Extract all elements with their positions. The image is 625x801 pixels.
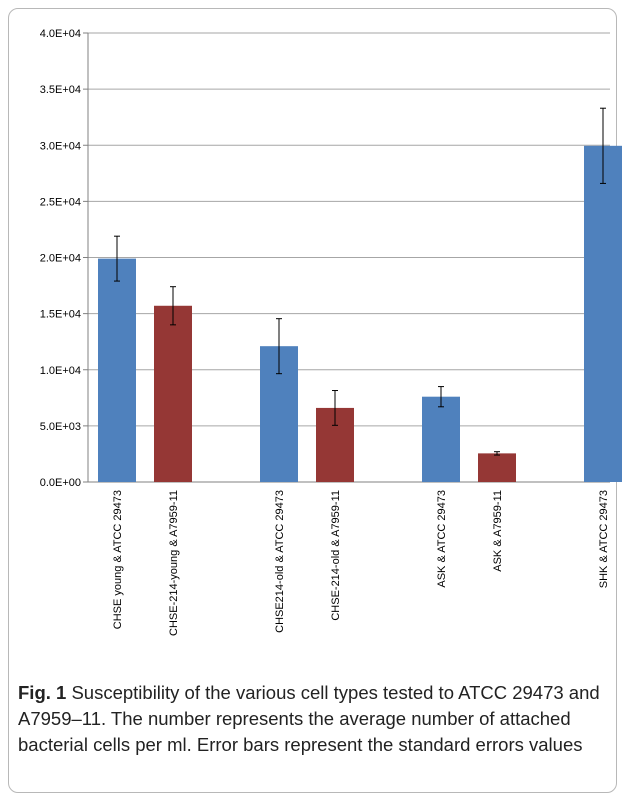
bar (154, 305, 192, 482)
x-category-label: CHSE young & ATCC 29473 (112, 490, 124, 629)
y-tick-label: 2.5E+04 (40, 196, 81, 208)
x-category-label: ASK & ATCC 29473 (436, 490, 448, 588)
y-tick-label: 1.0E+04 (40, 365, 81, 377)
y-tick-label: 5.0E+03 (40, 421, 81, 433)
y-tick-label: 3.5E+04 (40, 84, 81, 96)
x-category-label: CHSE-214-young & A7959-11 (168, 490, 180, 636)
y-tick-label: 4.0E+04 (40, 28, 81, 40)
y-tick-label: 0.0E+00 (40, 477, 81, 489)
bar-chart: 0.0E+00 5.0E+03 1.0E+04 1.5E+04 2.0E+04 2.5E+… (40, 28, 622, 636)
y-tick-label: 2.0E+04 (40, 253, 81, 265)
bar (478, 453, 516, 482)
x-category-label: CHSE-214-old & A7959-11 (330, 490, 342, 621)
x-category-label: SHK & ATCC 29473 (598, 490, 610, 588)
figure-caption: Fig. 1 Susceptibility of the various cel… (18, 680, 610, 758)
caption-text: Susceptibility of the various cell types… (18, 682, 600, 755)
bar (584, 145, 622, 482)
bar (422, 396, 460, 482)
bar (98, 258, 136, 482)
x-category-label: CHSE214-old & ATCC 29473 (274, 490, 286, 633)
y-tick-label: 1.5E+04 (40, 309, 81, 321)
x-category-label: ASK & A7959-11 (492, 490, 504, 572)
y-tick-label: 3.0E+04 (40, 140, 81, 152)
caption-label: Fig. 1 (18, 682, 67, 703)
